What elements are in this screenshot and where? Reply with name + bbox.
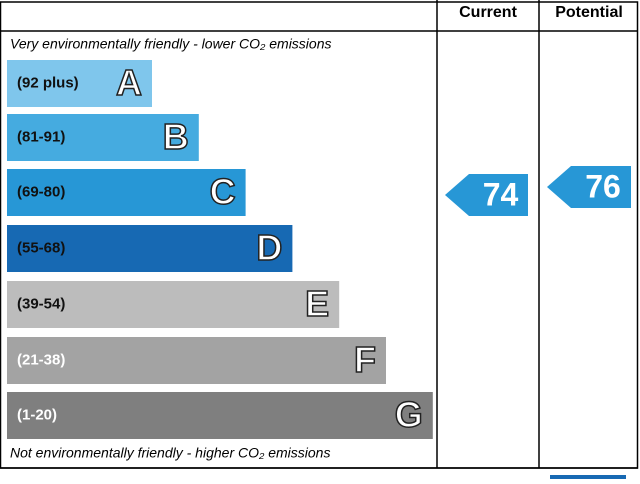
bottom-note: Not environmentally friendly - higher CO… [10, 445, 330, 461]
band-bar [7, 337, 386, 384]
band-bar [7, 392, 433, 439]
band-range: (1-20) [17, 406, 57, 423]
potential-header: Potential [555, 4, 623, 21]
band-range: (21-38) [17, 351, 65, 368]
rating-arrow [445, 174, 528, 216]
rating-arrow [547, 166, 631, 208]
band-bar [7, 169, 246, 216]
band-range: (81-91) [17, 128, 65, 145]
band-bar [7, 225, 293, 272]
band-letter: G [395, 394, 423, 435]
rating-value: 74 [483, 176, 519, 212]
band-range: (39-54) [17, 295, 65, 312]
band-bar [7, 60, 152, 107]
band-letter: D [256, 227, 282, 268]
band-range: (92 plus) [17, 74, 79, 91]
band-letter: A [116, 62, 142, 103]
band-range: (69-80) [17, 183, 65, 200]
top-note: Very environmentally friendly - lower CO… [10, 36, 331, 52]
band-bar [7, 114, 199, 161]
decoration [550, 475, 626, 479]
band-range: (55-68) [17, 239, 65, 256]
band-letter: E [305, 283, 329, 324]
band-letter: B [163, 116, 189, 157]
current-header: Current [459, 4, 517, 21]
band-letter: C [210, 171, 236, 212]
rating-value: 76 [585, 168, 621, 204]
band-letter: F [354, 339, 376, 380]
band-bar [7, 281, 340, 328]
